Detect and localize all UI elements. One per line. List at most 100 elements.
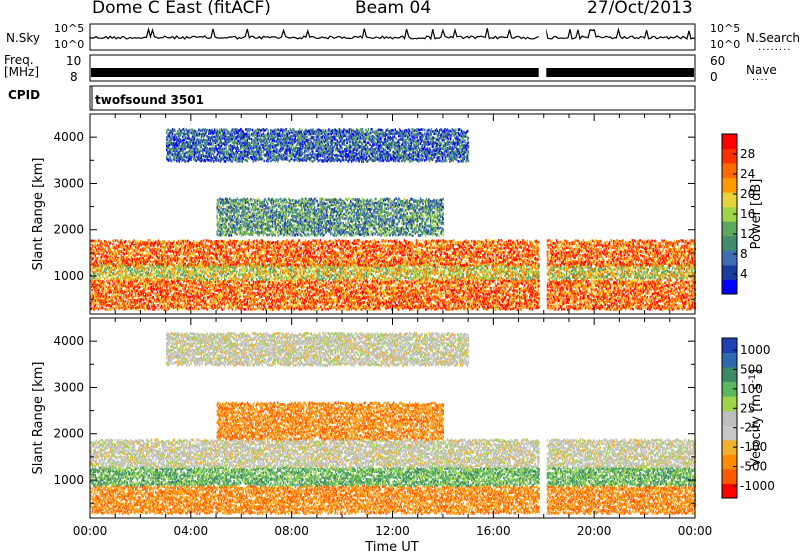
data-cell xyxy=(185,296,187,300)
data-cell xyxy=(133,301,135,304)
data-cell xyxy=(119,296,122,299)
data-cell xyxy=(170,302,172,305)
data-cell xyxy=(181,294,183,298)
data-cell xyxy=(90,295,92,298)
data-cell xyxy=(239,306,241,310)
data-cell xyxy=(265,297,267,300)
data-cell xyxy=(620,286,623,290)
data-cell xyxy=(260,286,262,290)
data-cell xyxy=(147,283,150,286)
data-cell xyxy=(91,298,93,302)
data-cell xyxy=(151,308,154,311)
data-cell xyxy=(90,280,92,283)
data-cell xyxy=(110,288,113,291)
data-cell xyxy=(187,301,190,305)
data-cell xyxy=(265,293,267,296)
data-cell xyxy=(226,279,228,282)
data-cell xyxy=(205,290,207,294)
data-cell xyxy=(242,300,244,303)
data-cell xyxy=(209,299,212,302)
data-cell xyxy=(194,299,197,303)
data-cell xyxy=(257,305,260,309)
data-cell xyxy=(187,299,189,303)
data-cell xyxy=(469,288,471,292)
data-cell xyxy=(188,282,191,286)
data-cell xyxy=(222,289,224,293)
data-cell xyxy=(175,285,177,289)
data-cell xyxy=(420,295,423,299)
data-cell xyxy=(214,283,217,287)
data-cell xyxy=(264,291,266,295)
data-cell xyxy=(245,290,248,294)
data-cell xyxy=(197,279,199,282)
data-cell xyxy=(243,295,245,298)
data-cell xyxy=(116,290,118,294)
data-cell xyxy=(551,289,554,292)
data-cell xyxy=(179,305,181,308)
data-cell xyxy=(130,307,133,310)
data-cell xyxy=(287,301,289,305)
data-cell xyxy=(128,286,130,289)
data-cell xyxy=(530,303,533,307)
data-cell xyxy=(225,295,228,299)
data-cell xyxy=(219,288,221,292)
data-cell xyxy=(210,290,213,293)
data-cell xyxy=(91,282,93,285)
data-cell xyxy=(204,289,207,293)
data-cell xyxy=(177,280,180,283)
data-cell xyxy=(144,286,146,290)
data-cell xyxy=(98,284,101,287)
data-cell xyxy=(152,305,155,308)
data-cell xyxy=(140,299,142,302)
data-cell xyxy=(245,305,248,308)
data-cell xyxy=(179,280,181,283)
data-cell xyxy=(262,300,265,304)
data-cell xyxy=(202,283,204,287)
data-cell xyxy=(512,284,514,288)
data-cell xyxy=(95,287,97,290)
data-cell xyxy=(171,295,174,299)
data-cell xyxy=(246,298,249,302)
data-cell xyxy=(226,284,228,287)
data-cell xyxy=(101,281,103,284)
data-cell xyxy=(211,304,213,307)
data-cell xyxy=(176,279,178,282)
data-cell xyxy=(236,297,239,300)
data-cell xyxy=(236,283,239,287)
data-cell xyxy=(257,284,260,288)
data-cell xyxy=(107,296,109,300)
data-cell xyxy=(617,296,619,299)
data-cell xyxy=(223,282,225,286)
data-cell xyxy=(265,308,267,311)
data-cell xyxy=(205,279,207,283)
data-cell xyxy=(205,299,207,302)
data-cell xyxy=(231,285,234,289)
data-cell xyxy=(110,305,113,308)
data-cell xyxy=(152,288,155,292)
data-cell xyxy=(126,302,129,305)
data-cell xyxy=(266,295,269,299)
data-cell xyxy=(101,286,103,290)
data-cell xyxy=(203,284,205,287)
data-cell xyxy=(349,301,351,304)
data-cell xyxy=(217,293,219,296)
data-cell xyxy=(609,290,612,293)
data-cell xyxy=(261,291,263,295)
data-cell xyxy=(187,297,190,301)
data-cell xyxy=(199,291,202,294)
data-cell xyxy=(549,283,551,286)
data-cell xyxy=(140,302,143,305)
data-cell xyxy=(380,304,382,307)
data-cell xyxy=(139,300,141,304)
data-cell xyxy=(192,282,195,286)
data-cell xyxy=(568,298,570,301)
data-cell xyxy=(284,291,286,295)
data-cell xyxy=(232,286,234,290)
data-cell xyxy=(200,294,202,298)
data-cell xyxy=(128,289,130,293)
data-cell xyxy=(215,297,218,300)
data-cell xyxy=(256,283,259,286)
data-cell xyxy=(371,302,373,305)
data-cell xyxy=(249,304,251,308)
data-cell xyxy=(232,298,234,301)
